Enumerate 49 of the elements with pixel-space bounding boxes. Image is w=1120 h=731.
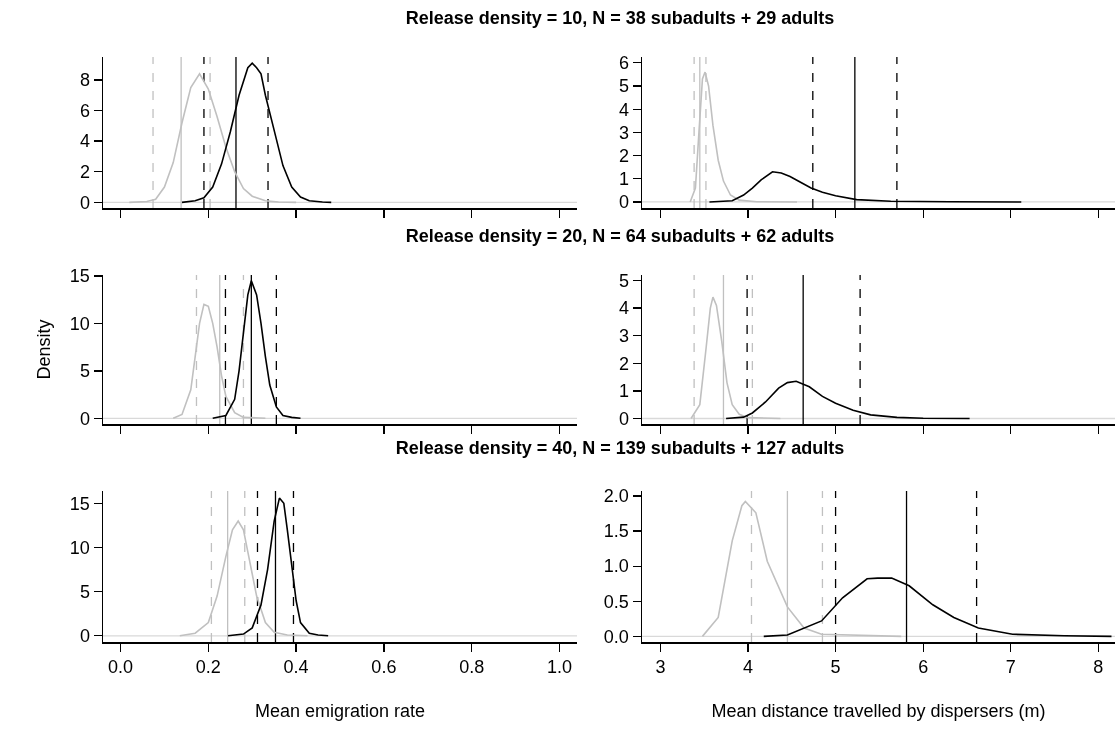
y-tick-label: 5 [79,581,90,602]
y-tick-label: 0.0 [603,626,629,647]
y-tick-label: 5 [79,361,90,382]
y-tick-label: 4 [618,298,629,319]
y-tick-label: 6 [618,53,629,74]
y-tick-label: 0 [618,192,629,213]
text: Release density = 10, N = 38 subadults + 29 adults [404,8,836,29]
y-tick-label: 0 [618,408,629,429]
text: Release density = 40, N = 139 subadults + 127 adults [394,438,846,459]
y-tick-label: 2 [618,353,629,374]
x-tick-label: 4 [742,657,753,678]
y-tick-label: 5 [618,76,629,97]
y-tick-label: 5 [618,270,629,291]
x-tick-label: 0.4 [283,657,309,678]
x-axis-title: Mean distance travelled by dispersers (m) [711,700,1046,721]
y-tick-label: 0.5 [603,591,629,612]
y-tick-label: 10 [69,537,90,558]
y-tick-label: 1 [618,169,629,190]
x-tick-label: 5 [830,657,841,678]
y-tick-label: 15 [69,266,90,287]
y-tick-label: 4 [79,131,90,152]
y-tick-label: 1 [618,381,629,402]
y-tick-label: 6 [79,100,90,121]
y-tick-label: 3 [618,122,629,143]
x-tick-label: 6 [918,657,929,678]
y-tick-label: 0 [79,408,90,429]
y-tick-label: 0 [79,192,90,213]
y-tick-label: 0 [79,626,90,647]
y-tick-label: 15 [69,493,90,514]
x-tick-label: 3 [655,657,666,678]
y-tick-label: 8 [79,70,90,91]
x-tick-label: 7 [1005,657,1016,678]
x-tick-label: 0.2 [195,657,221,678]
x-axis-title: Mean emigration rate [254,700,426,721]
y-tick-label: 1.0 [603,556,629,577]
x-tick-label: 0.0 [108,657,134,678]
text: Release density = 20, N = 64 subadults + 62 adults [404,226,836,247]
y-tick-label: 2.0 [603,486,629,507]
y-tick-label: 4 [618,99,629,120]
x-tick-label: 1.0 [546,657,572,678]
x-tick-label: 8 [1093,657,1104,678]
y-tick-label: 2 [618,145,629,166]
y-axis-title: Density [34,319,55,380]
x-tick-label: 0.8 [459,657,485,678]
y-tick-label: 2 [79,162,90,183]
y-tick-label: 3 [618,326,629,346]
y-tick-label: 10 [69,313,90,334]
x-tick-label: 0.6 [371,657,397,678]
y-tick-label: 1.5 [603,521,629,542]
